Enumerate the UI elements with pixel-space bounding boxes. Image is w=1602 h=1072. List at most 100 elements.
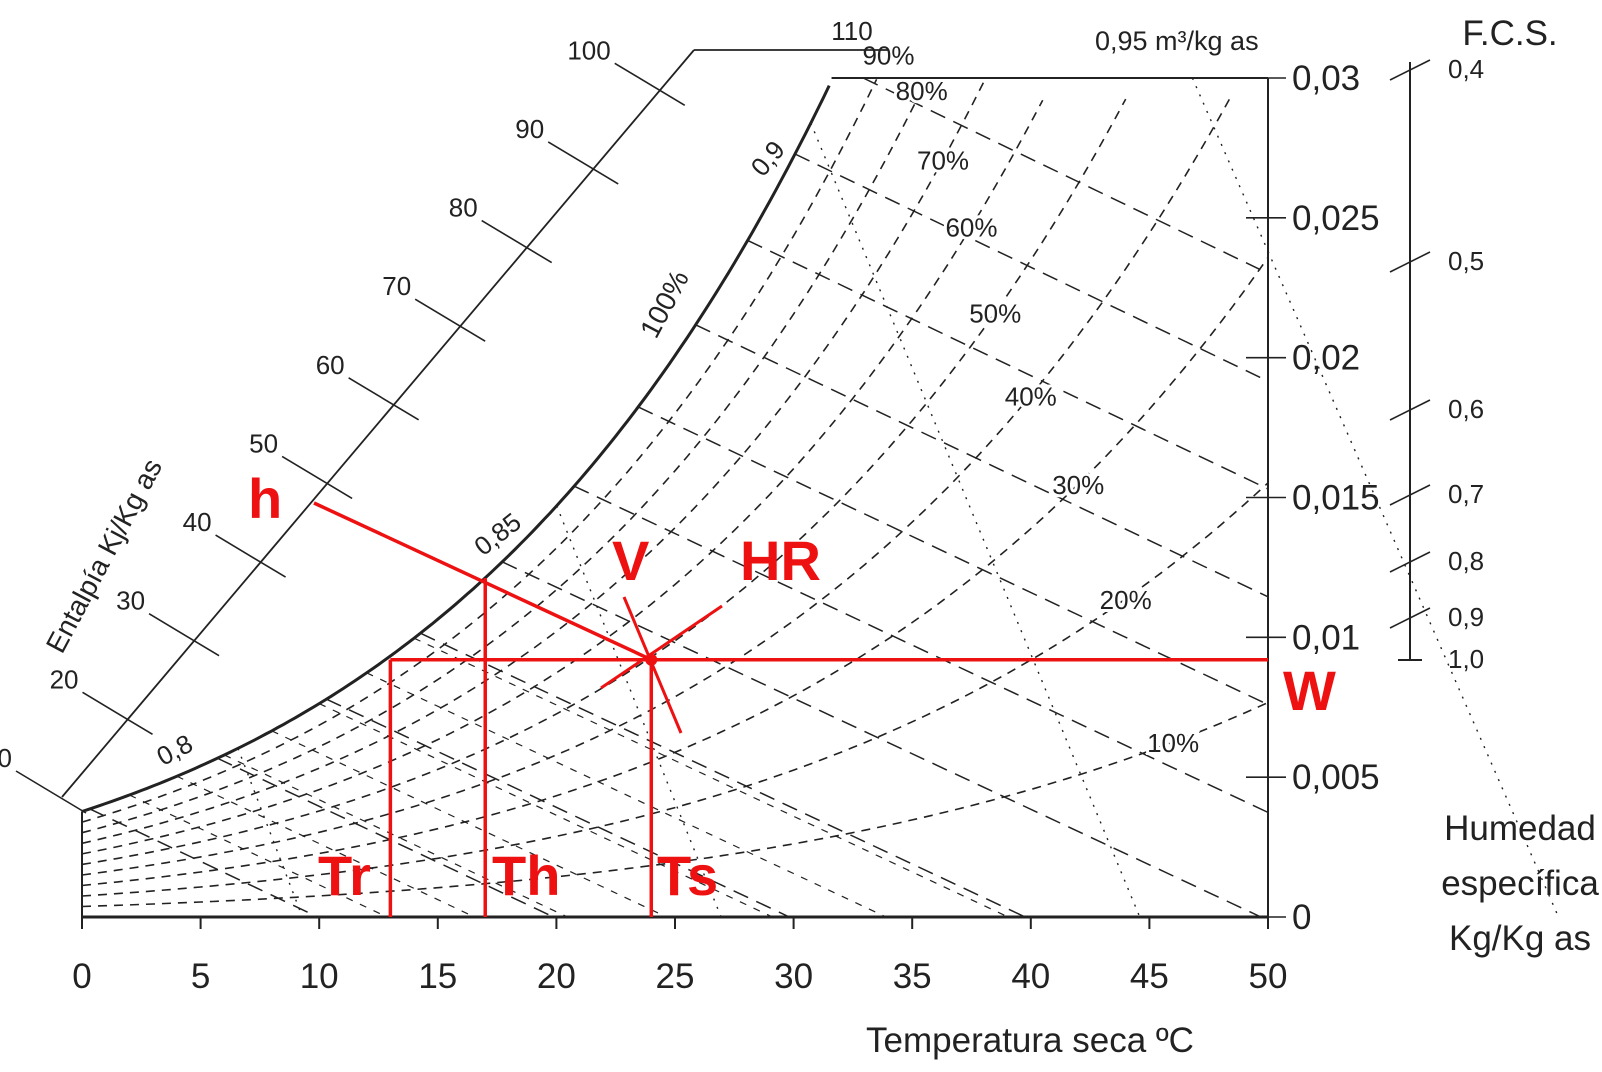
y-axis-label-line2: específica	[1441, 864, 1599, 903]
enthalpy-tick-label-90: 90	[515, 114, 544, 144]
x-tick-label-10: 10	[300, 957, 339, 996]
x-tick-label-45: 45	[1130, 957, 1169, 996]
x-tick-label-5: 5	[191, 957, 210, 996]
enthalpy-tick-40	[215, 534, 286, 578]
enthalpy-line-10	[89, 808, 319, 918]
marker-tr: Tr	[318, 844, 371, 907]
enthalpy-tick-label-20: 20	[50, 664, 79, 694]
aux-line-2	[129, 794, 388, 918]
volume-line-0.8	[237, 748, 303, 918]
enthalpy-tick-100	[614, 62, 686, 107]
fcs-tick-0,6	[1389, 399, 1431, 421]
h-line	[313, 501, 653, 662]
fcs-tick-0,5	[1389, 251, 1431, 273]
volume-line-0.85	[556, 505, 722, 918]
rh-label-50: 50%	[969, 298, 1021, 328]
enthalpy-tick-60	[348, 377, 420, 421]
rh-curve-90	[81, 78, 878, 823]
enthalpy-line-90	[747, 239, 1269, 490]
fcs-tick-0,9	[1389, 607, 1431, 629]
relative-humidity-curves: 90% 80% 70% 60% 50% 40% 30% 20% 10%	[81, 37, 1269, 908]
marker-hr: HR	[740, 529, 821, 592]
fcs-tick-0,7	[1389, 484, 1431, 506]
rh-curve-70	[81, 82, 985, 845]
fcs-tick-label-1,0: 1,0	[1448, 644, 1484, 674]
enthalpy-tick-30	[148, 613, 220, 657]
y-tick-label-0: 0	[1292, 898, 1311, 937]
saturation-curve	[81, 84, 831, 813]
enthalpy-tick-label-40: 40	[183, 507, 212, 537]
x-axis-label: Temperatura seca ºC	[866, 1021, 1194, 1060]
rh-curve-20	[81, 482, 1269, 897]
enthalpy-tick-label-110: 110	[831, 16, 872, 46]
rh-label-40: 40%	[1005, 381, 1057, 411]
volume-label-0: 0,8	[152, 728, 198, 771]
fcs-title: F.C.S.	[1462, 14, 1557, 53]
enthalpy-tick-label-30: 30	[116, 586, 145, 616]
enthalpy-scale-line	[61, 49, 695, 798]
rh-curve-60	[81, 99, 1044, 855]
rh-label-70: 70%	[917, 146, 969, 176]
aux-line-14	[413, 637, 1009, 918]
rh-label-80: 80%	[896, 76, 948, 106]
volume-label-1: 0,85	[468, 507, 526, 562]
fcs-tick-label-0,5: 0,5	[1448, 246, 1484, 276]
y-tick-label-0,005: 0,005	[1292, 758, 1380, 797]
enthalpy-tick-label-70: 70	[382, 271, 411, 301]
marker-ts: Ts	[657, 844, 718, 907]
aux-line-4	[176, 775, 475, 918]
enthalpy-tick-label-80: 80	[449, 193, 478, 223]
x-tick-label-35: 35	[893, 957, 932, 996]
aux-line-6	[224, 754, 568, 918]
enthalpy-tick-10	[15, 770, 87, 814]
chart-frame: 10 20 30 40 50 60 70 80 90 100 110 0,8 0,85 0,9 0 5 10 15…	[0, 16, 1484, 996]
enthalpy-axis-label: Entalpía Kj/Kg as	[40, 454, 168, 658]
enthalpy-tick-label-100: 100	[567, 35, 610, 65]
enthalpy-tick-90	[547, 141, 619, 185]
saturation-label: 100%	[634, 265, 695, 343]
enthalpy-line-80	[695, 324, 1269, 598]
enthalpy-tick-label-50: 50	[249, 428, 278, 458]
fcs-tick-label-0,7: 0,7	[1448, 479, 1484, 509]
aux-line-8	[271, 730, 667, 918]
y-axis-label-line1: Humedad	[1444, 809, 1596, 848]
enthalpy-tick-label-60: 60	[316, 350, 345, 380]
y-tick-label-0,02: 0,02	[1292, 339, 1360, 378]
x-tick-label-0: 0	[72, 957, 91, 996]
enthalpy-tick-20	[82, 691, 153, 736]
aux-line-12	[366, 672, 887, 918]
enthalpy-line-100	[794, 153, 1269, 382]
y-tick-label-0,01: 0,01	[1292, 618, 1360, 657]
enthalpy-tick-label-10: 10	[0, 743, 12, 773]
enthalpy-line-60	[573, 485, 1269, 814]
fcs-tick-label-0,4: 0,4	[1448, 54, 1484, 84]
enthalpy-tick-80	[481, 219, 553, 264]
rh-label-30: 30%	[1052, 470, 1104, 500]
rh-curve-50	[81, 98, 1127, 866]
fcs-tick-label-0,9: 0,9	[1448, 602, 1484, 632]
rh-label-60: 60%	[945, 212, 997, 242]
enthalpy-line-40	[420, 632, 1026, 918]
fcs-tick-0,4	[1389, 59, 1431, 81]
rh-curve-30	[81, 257, 1269, 887]
y-tick-label-0,025: 0,025	[1292, 199, 1380, 238]
enthalpy-tick-70	[414, 298, 486, 342]
enthalpy-line-30	[326, 698, 790, 918]
fcs-tick-label-0,6: 0,6	[1448, 394, 1484, 424]
marker-v: V	[612, 529, 649, 592]
rh-curve-40	[81, 93, 1234, 876]
y-tick-label-0,03: 0,03	[1292, 59, 1360, 98]
state-point	[645, 653, 658, 666]
enthalpy-line-110	[862, 77, 1269, 275]
marker-w: W	[1283, 659, 1336, 722]
enthalpy-line-20	[217, 757, 554, 918]
rh-label-10: 10%	[1147, 728, 1199, 758]
marker-h: h	[248, 467, 282, 530]
fcs-tick-label-0,8: 0,8	[1448, 546, 1484, 576]
x-tick-label-25: 25	[656, 957, 695, 996]
x-tick-label-50: 50	[1249, 957, 1288, 996]
rh-label-90: 90%	[862, 40, 914, 70]
rh-label-20: 20%	[1100, 585, 1152, 615]
x-tick-label-15: 15	[418, 957, 457, 996]
